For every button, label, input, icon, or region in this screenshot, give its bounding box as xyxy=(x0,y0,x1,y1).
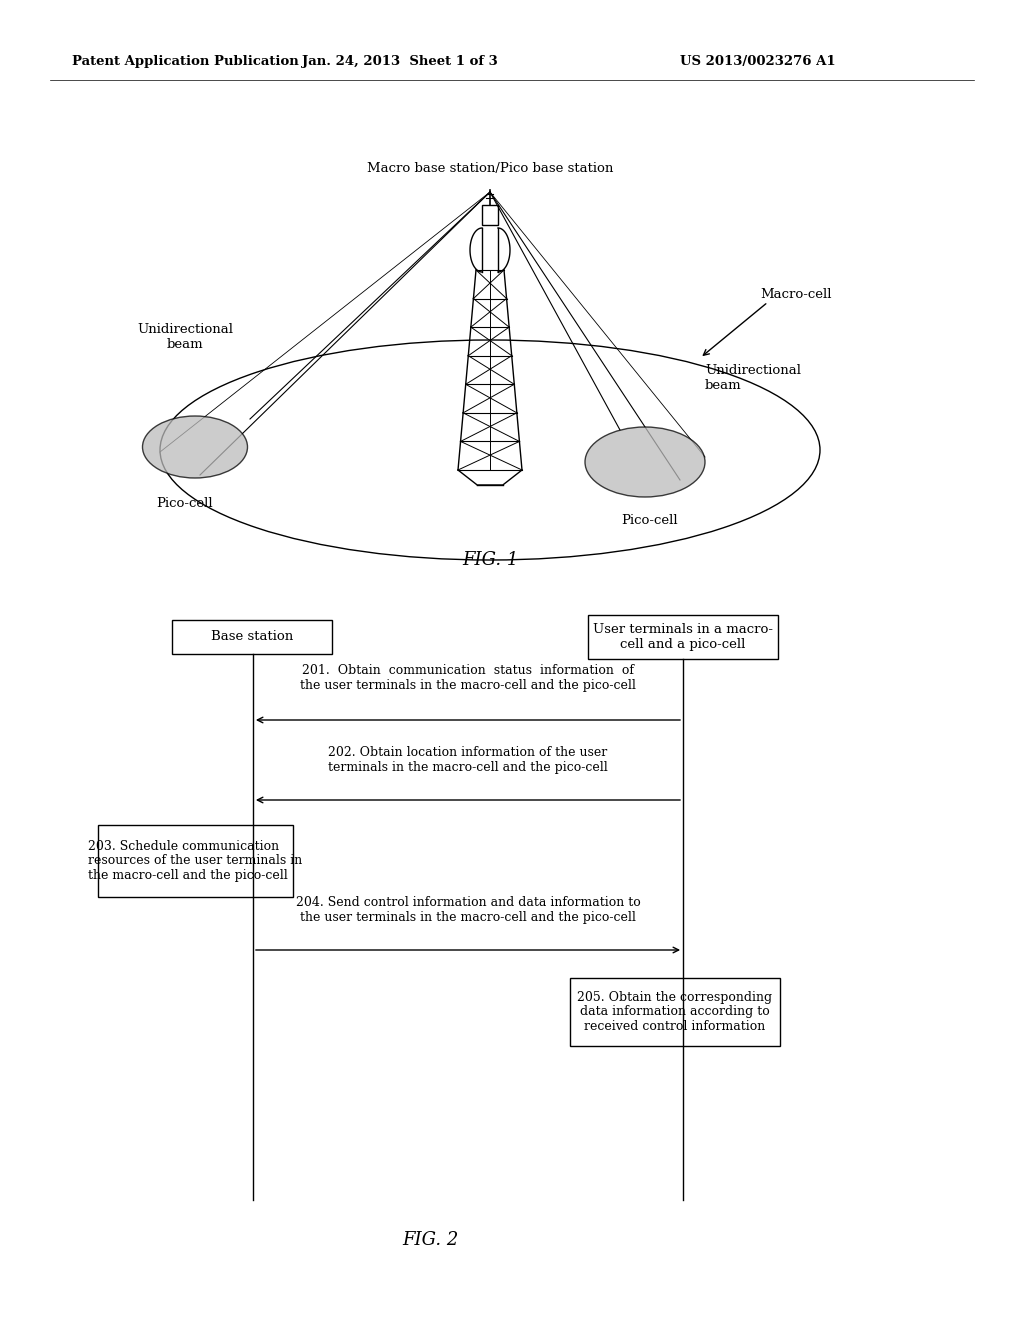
Text: Pico-cell: Pico-cell xyxy=(622,513,678,527)
Text: Macro base station/Pico base station: Macro base station/Pico base station xyxy=(367,162,613,176)
Bar xyxy=(588,615,778,659)
Text: FIG. 1: FIG. 1 xyxy=(462,550,518,569)
Text: Base station: Base station xyxy=(211,631,293,644)
Text: 204. Send control information and data information to
the user terminals in the : 204. Send control information and data i… xyxy=(296,896,640,924)
Text: Unidirectional
beam: Unidirectional beam xyxy=(137,323,233,351)
Ellipse shape xyxy=(585,426,705,498)
Bar xyxy=(482,205,498,224)
Text: 201.  Obtain  communication  status  information  of
the user terminals in the m: 201. Obtain communication status informa… xyxy=(300,664,636,692)
Text: Jan. 24, 2013  Sheet 1 of 3: Jan. 24, 2013 Sheet 1 of 3 xyxy=(302,55,498,69)
Text: FIG. 2: FIG. 2 xyxy=(401,1232,458,1249)
Text: 205. Obtain the corresponding
data information according to
received control inf: 205. Obtain the corresponding data infor… xyxy=(578,990,772,1034)
Text: Patent Application Publication: Patent Application Publication xyxy=(72,55,299,69)
Text: 203. Schedule communication
resources of the user terminals in
the macro-cell an: 203. Schedule communication resources of… xyxy=(88,840,303,883)
Ellipse shape xyxy=(142,416,248,478)
Text: Unidirectional
beam: Unidirectional beam xyxy=(705,364,801,392)
Text: User terminals in a macro-
cell and a pico-cell: User terminals in a macro- cell and a pi… xyxy=(593,623,773,651)
Text: US 2013/0023276 A1: US 2013/0023276 A1 xyxy=(680,55,836,69)
Text: Pico-cell: Pico-cell xyxy=(157,498,213,510)
Bar xyxy=(98,825,293,898)
Text: Macro-cell: Macro-cell xyxy=(760,289,831,301)
Bar xyxy=(172,620,332,653)
Bar xyxy=(570,978,780,1045)
Text: 202. Obtain location information of the user
terminals in the macro-cell and the: 202. Obtain location information of the … xyxy=(328,746,608,774)
